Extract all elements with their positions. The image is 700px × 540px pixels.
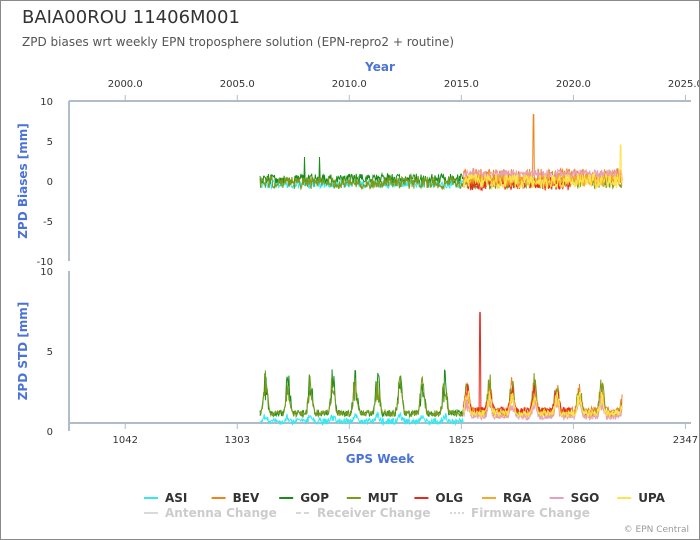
legend-label-asi: ASI [165, 491, 187, 505]
std-series-asi [259, 411, 464, 427]
event-legend-label: Antenna Change [165, 506, 277, 520]
legend-label-gop: GOP [300, 491, 329, 505]
std-series-olg [463, 312, 571, 415]
week-tick-label: 1042 [113, 435, 138, 446]
bias-y-tick-label: -5 [43, 217, 53, 228]
legend-label-sgo: SGO [571, 491, 600, 505]
bias-y-tick-label: 5 [47, 137, 53, 148]
x-axis-title: GPS Week [346, 452, 416, 466]
chart-subtitle: ZPD biases wrt weekly EPN troposphere so… [22, 35, 455, 49]
week-tick-label: 1564 [337, 435, 362, 446]
bias-series-sgo [463, 168, 623, 180]
page-title: BAIA00ROU 11406M001 [22, 7, 240, 28]
std-series-gop [259, 369, 464, 419]
credit-text: © EPN Central [623, 525, 689, 535]
year-tick-label: 2025.0 [668, 79, 699, 90]
event-legend-label: Receiver Change [317, 506, 431, 520]
bias-y-tick-label: 10 [40, 97, 53, 108]
std-y-tick-label: 5 [47, 347, 53, 358]
bias-y-axis-title: ZPD Biases [mm] [16, 123, 30, 239]
year-tick-label: 2015.0 [444, 79, 479, 90]
bias-series-upa [463, 144, 623, 190]
year-tick-label: 2020.0 [556, 79, 591, 90]
week-tick-label: 2347 [673, 435, 698, 446]
week-tick-label: 1303 [225, 435, 250, 446]
std-series-sgo [463, 395, 623, 422]
bias-y-tick-label: -10 [37, 257, 53, 268]
bias-y-tick-label: 0 [47, 177, 53, 188]
week-tick-label: 2086 [561, 435, 586, 446]
legend-label-bev: BEV [233, 491, 260, 505]
year-tick-label: 2000.0 [108, 79, 143, 90]
year-tick-label: 2005.0 [220, 79, 255, 90]
legend-label-rga: RGA [503, 491, 532, 505]
event-legend-label: Firmware Change [471, 506, 590, 520]
legend-label-olg: OLG [435, 491, 463, 505]
legend-label-mut: MUT [368, 491, 399, 505]
legend-label-upa: UPA [638, 491, 665, 505]
std-y-tick-label: 0 [47, 427, 53, 438]
week-tick-label: 1825 [449, 435, 474, 446]
std-y-axis-title: ZPD STD [mm] [16, 302, 30, 401]
std-y-tick-label: 10 [40, 267, 53, 278]
std-series-upa [463, 390, 623, 419]
top-axis-title: Year [364, 60, 395, 74]
year-tick-label: 2010.0 [332, 79, 367, 90]
